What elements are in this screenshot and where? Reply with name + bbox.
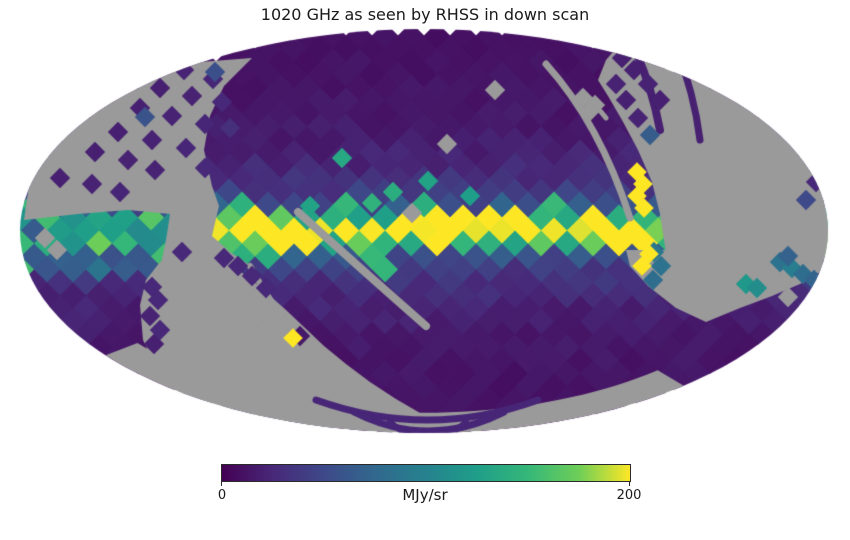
plot-title: 1020 GHz as seen by RHSS in down scan xyxy=(260,5,590,24)
